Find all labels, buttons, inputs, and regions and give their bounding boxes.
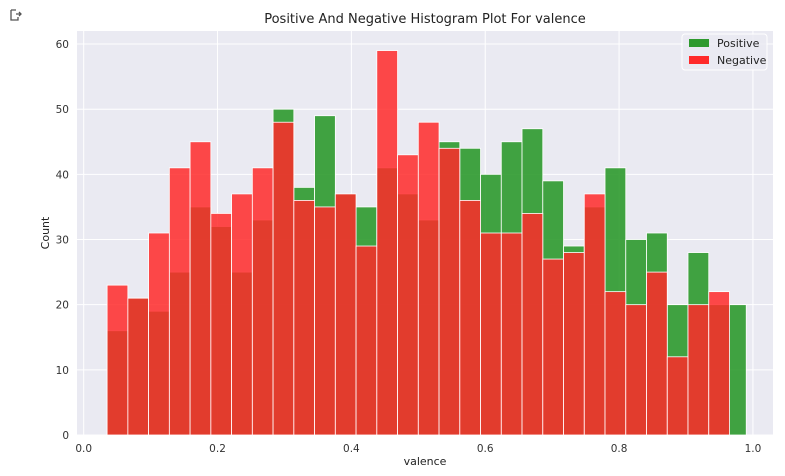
- negative-bar: [625, 304, 647, 436]
- negative-bar: [687, 304, 710, 436]
- y-tick-label: 40: [56, 169, 69, 181]
- y-axis-label: Count: [39, 216, 52, 249]
- legend-swatch-negative: [689, 56, 709, 64]
- negative-bar: [480, 232, 502, 436]
- legend-swatch-positive: [689, 39, 709, 47]
- chart-title: Positive And Negative Histogram Plot For…: [264, 12, 586, 27]
- negative-bar: [397, 154, 419, 436]
- negative-bar: [604, 291, 627, 436]
- negative-bar: [127, 297, 150, 436]
- negative-bar: [314, 206, 336, 436]
- negative-bar: [500, 232, 523, 436]
- x-axis-label: valence: [404, 455, 447, 468]
- x-tick-label: 0.8: [611, 443, 628, 455]
- y-tick-label: 30: [56, 235, 69, 247]
- negative-bar: [106, 284, 129, 436]
- negative-bar: [708, 291, 730, 436]
- x-tick-label: 0.6: [477, 443, 494, 455]
- negative-bars: [106, 50, 730, 436]
- negative-bar: [334, 193, 357, 436]
- negative-bar: [376, 50, 398, 436]
- negative-bar: [417, 121, 440, 436]
- negative-bar: [459, 200, 481, 436]
- y-tick-labels: 0 10 20 30 40 50 60: [56, 39, 69, 442]
- y-tick-label: 20: [56, 300, 69, 312]
- negative-bar: [521, 213, 544, 436]
- x-tick-label: 0.4: [343, 443, 360, 455]
- negative-bar: [148, 232, 170, 436]
- x-tick-label: 0.2: [209, 443, 226, 455]
- negative-bar: [168, 167, 191, 436]
- negative-bar: [231, 193, 253, 436]
- output-cell-icon: [9, 7, 23, 21]
- negative-bar: [438, 147, 461, 436]
- negative-bar: [210, 213, 232, 436]
- negative-bar: [646, 271, 668, 436]
- y-tick-label: 10: [56, 365, 69, 377]
- negative-bar: [189, 141, 212, 436]
- y-tick-label: 50: [56, 104, 69, 116]
- x-tick-label: 0.0: [75, 443, 92, 455]
- y-tick-label: 60: [56, 39, 69, 51]
- negative-bar: [583, 193, 606, 436]
- legend-label-negative: Negative: [717, 54, 767, 67]
- negative-bar: [272, 121, 295, 436]
- negative-bar: [355, 245, 378, 436]
- negative-bar: [666, 356, 689, 436]
- x-tick-labels: 0.0 0.2 0.4 0.6 0.8 1.0: [75, 443, 761, 455]
- negative-bar: [563, 252, 585, 436]
- negative-bar: [542, 258, 564, 436]
- negative-bar: [251, 167, 274, 436]
- y-tick-label: 0: [62, 430, 69, 442]
- legend: Positive Negative: [681, 33, 768, 71]
- x-tick-label: 1.0: [745, 443, 762, 455]
- negative-bar: [293, 200, 315, 436]
- legend-label-positive: Positive: [717, 37, 760, 50]
